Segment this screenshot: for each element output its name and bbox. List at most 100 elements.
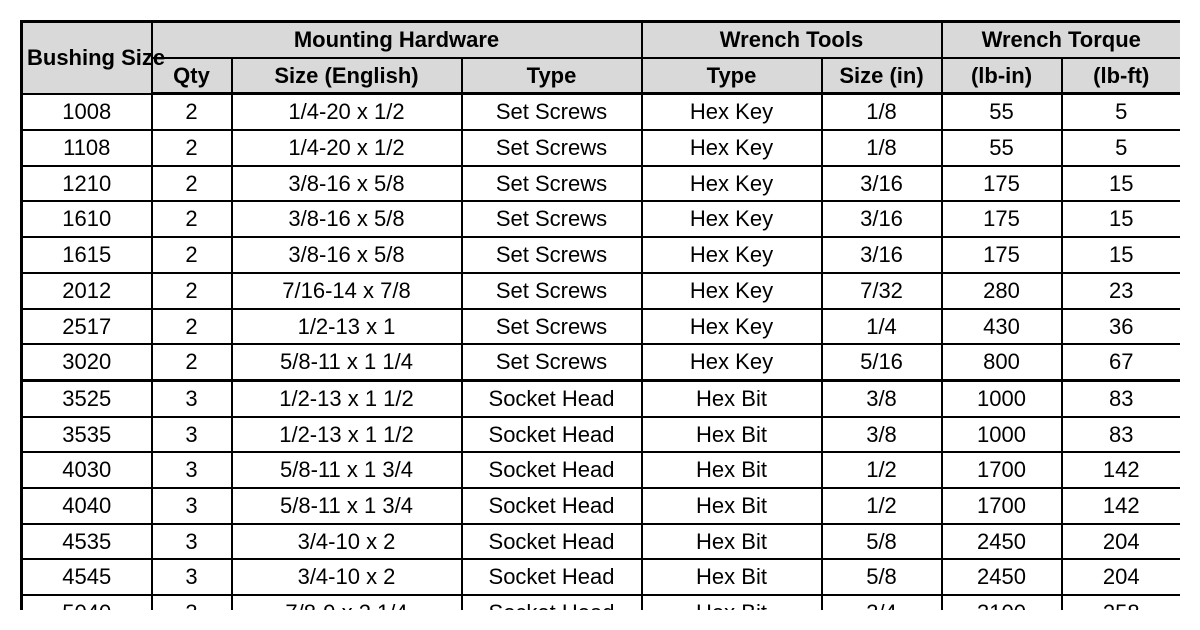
table-cell: 3 [152, 380, 232, 416]
table-cell: 1000 [942, 380, 1062, 416]
table-cell: Hex Bit [642, 417, 822, 453]
table-cell: Set Screws [462, 344, 642, 380]
table-cell: 23 [1062, 273, 1180, 309]
table-cell: 1210 [22, 166, 152, 202]
group-wrench-torque: Wrench Torque [942, 22, 1180, 58]
table-cell: 3 [152, 452, 232, 488]
table-cell: 5/16 [822, 344, 942, 380]
table-cell: 7/32 [822, 273, 942, 309]
table-cell: 5040 [22, 595, 152, 610]
col-tool-size: Size (in) [822, 58, 942, 94]
col-lb-in: (lb-in) [942, 58, 1062, 94]
table-cell: 1700 [942, 452, 1062, 488]
table-cell: Hex Key [642, 94, 822, 130]
table-cell: Hex Key [642, 344, 822, 380]
table-cell: 1615 [22, 237, 152, 273]
table-cell: 5/8 [822, 524, 942, 560]
table-row: 504037/8-9 x 2 1/4Socket HeadHex Bit3/43… [22, 595, 1181, 610]
col-tool-type: Type [642, 58, 822, 94]
table-cell: 4535 [22, 524, 152, 560]
table-cell: 1700 [942, 488, 1062, 524]
table-cell: 7/16-14 x 7/8 [232, 273, 462, 309]
table-cell: 36 [1062, 309, 1180, 345]
table-cell: 3100 [942, 595, 1062, 610]
table-cell: 3/4-10 x 2 [232, 524, 462, 560]
table-cell: 2 [152, 309, 232, 345]
table-cell: 2 [152, 166, 232, 202]
table-cell: 2517 [22, 309, 152, 345]
table-cell: Hex Bit [642, 524, 822, 560]
table-cell: 175 [942, 237, 1062, 273]
table-cell: Socket Head [462, 452, 642, 488]
table-cell: 5/8 [822, 559, 942, 595]
table-cell: 1/8 [822, 94, 942, 130]
table-cell: 3/16 [822, 237, 942, 273]
table-cell: 175 [942, 166, 1062, 202]
table-cell: 280 [942, 273, 1062, 309]
table-cell: Hex Bit [642, 452, 822, 488]
table-viewport: Bushing Size Mounting Hardware Wrench To… [20, 20, 1180, 610]
table-cell: 3020 [22, 344, 152, 380]
table-cell: Hex Bit [642, 488, 822, 524]
table-cell: 55 [942, 94, 1062, 130]
table-cell: 142 [1062, 452, 1180, 488]
table-cell: 2450 [942, 524, 1062, 560]
table-cell: 3/4 [822, 595, 942, 610]
table-cell: 175 [942, 201, 1062, 237]
table-row: 110821/4-20 x 1/2Set ScrewsHex Key1/8555 [22, 130, 1181, 166]
table-cell: 1/2-13 x 1 [232, 309, 462, 345]
table-cell: 1610 [22, 201, 152, 237]
table-cell: 67 [1062, 344, 1180, 380]
table-cell: 3525 [22, 380, 152, 416]
table-cell: 1000 [942, 417, 1062, 453]
table-row: 352531/2-13 x 1 1/2Socket HeadHex Bit3/8… [22, 380, 1181, 416]
table-row: 121023/8-16 x 5/8Set ScrewsHex Key3/1617… [22, 166, 1181, 202]
table-cell: 5 [1062, 94, 1180, 130]
table-cell: Socket Head [462, 595, 642, 610]
table-cell: 1/2 [822, 488, 942, 524]
table-cell: Hex Key [642, 166, 822, 202]
table-cell: 1/2-13 x 1 1/2 [232, 380, 462, 416]
table-cell: Set Screws [462, 273, 642, 309]
table-cell: 5/8-11 x 1 3/4 [232, 452, 462, 488]
table-cell: 2 [152, 344, 232, 380]
table-row: 302025/8-11 x 1 1/4Set ScrewsHex Key5/16… [22, 344, 1181, 380]
table-cell: Socket Head [462, 417, 642, 453]
table-cell: Socket Head [462, 559, 642, 595]
table-cell: 1/8 [822, 130, 942, 166]
table-cell: 3/16 [822, 166, 942, 202]
table-cell: Set Screws [462, 94, 642, 130]
table-cell: 1/2-13 x 1 1/2 [232, 417, 462, 453]
table-cell: Hex Bit [642, 595, 822, 610]
table-cell: 1008 [22, 94, 152, 130]
table-cell: 3/8-16 x 5/8 [232, 237, 462, 273]
table-cell: 2 [152, 273, 232, 309]
table-cell: 430 [942, 309, 1062, 345]
table-cell: Set Screws [462, 201, 642, 237]
table-cell: 3/16 [822, 201, 942, 237]
table-cell: 3/8 [822, 380, 942, 416]
table-cell: 5/8-11 x 1 3/4 [232, 488, 462, 524]
table-cell: 3 [152, 488, 232, 524]
table-row: 353531/2-13 x 1 1/2Socket HeadHex Bit3/8… [22, 417, 1181, 453]
table-cell: Hex Bit [642, 559, 822, 595]
table-cell: Socket Head [462, 488, 642, 524]
table-cell: 2 [152, 237, 232, 273]
table-cell: 3535 [22, 417, 152, 453]
table-cell: 15 [1062, 201, 1180, 237]
table-cell: 1/4-20 x 1/2 [232, 130, 462, 166]
table-cell: 3 [152, 559, 232, 595]
col-bushing-size: Bushing Size [22, 22, 152, 94]
table-cell: Hex Key [642, 273, 822, 309]
table-cell: 1/2 [822, 452, 942, 488]
table-cell: 142 [1062, 488, 1180, 524]
table-cell: 3/8 [822, 417, 942, 453]
table-cell: 2 [152, 201, 232, 237]
table-cell: Set Screws [462, 237, 642, 273]
table-cell: 1/4-20 x 1/2 [232, 94, 462, 130]
table-cell: 3 [152, 524, 232, 560]
table-cell: 258 [1062, 595, 1180, 610]
table-row: 251721/2-13 x 1Set ScrewsHex Key1/443036 [22, 309, 1181, 345]
table-cell: 15 [1062, 237, 1180, 273]
table-row: 201227/16-14 x 7/8Set ScrewsHex Key7/322… [22, 273, 1181, 309]
